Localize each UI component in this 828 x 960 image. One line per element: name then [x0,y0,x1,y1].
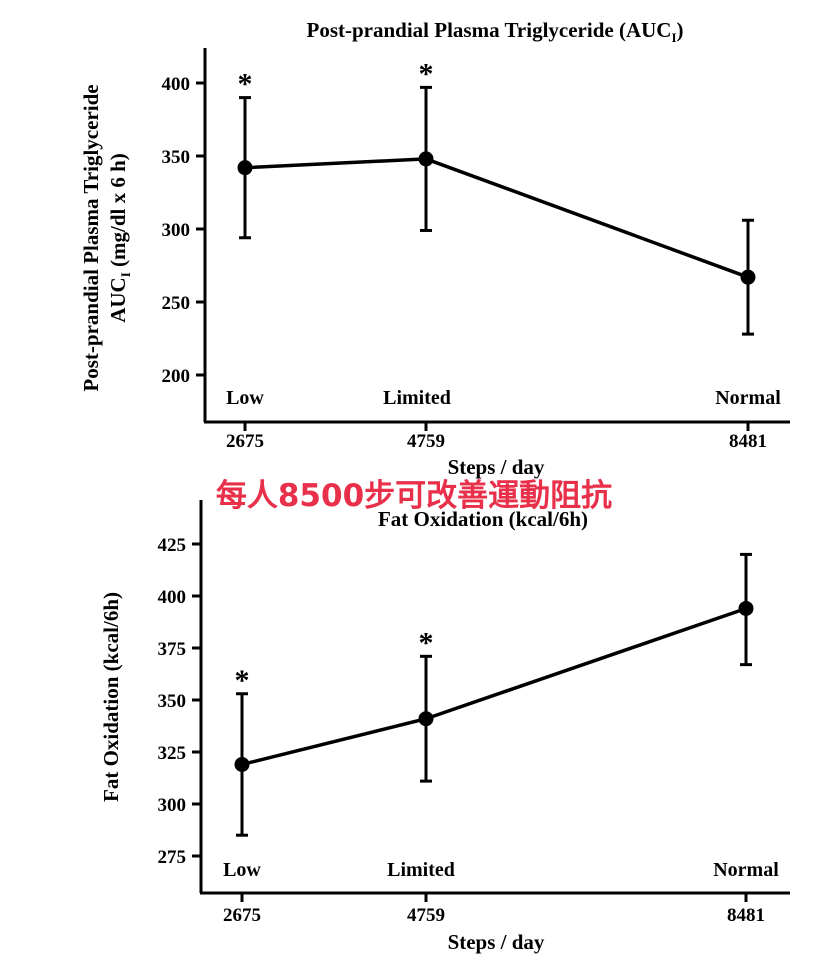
y-tick-label: 400 [158,587,187,608]
y-tick-label: 400 [162,74,191,95]
series-line [241,606,747,767]
x-axis-label: Steps / day [448,930,545,954]
data-point [237,160,253,176]
significance-marker: * [238,68,253,101]
significance-marker: * [419,626,434,659]
y-tick-label: 425 [158,535,187,556]
y-axis-label-line-2: AUCI (mg/dl x 6 h) [106,153,133,323]
x-tick-label: 8481 [729,431,767,452]
data-point [234,756,250,772]
x-tick-label: 8481 [727,905,765,926]
overlay-caption: 每人8500步可改善運動阻抗 [215,478,613,514]
category-label: Low [223,859,261,881]
y-tick-label: 350 [158,691,187,712]
x-tick-label: 2675 [223,905,261,926]
x-tick-label: 4759 [407,431,445,452]
fat-oxidation-chart: Fat Oxidation (kcal/6h) 275 300 325 350 375 4… [99,500,790,954]
y-axis-label: Fat Oxidation (kcal/6h) [99,592,123,802]
y-tick-label: 300 [158,795,187,816]
y-tick-label: 350 [162,147,191,168]
y-axis-label-line-1: Post-prandial Plasma Triglyceride [79,84,103,391]
y-tick-label: 200 [162,366,191,387]
x-tick-label: 2675 [226,431,264,452]
triglyceride-chart: Post-prandial Plasma Triglyceride (AUCI)… [79,18,790,479]
y-tick-label: 250 [162,293,191,314]
data-point [738,600,754,616]
category-label: Normal [713,859,779,881]
chart-title: Fat Oxidation (kcal/6h) [378,507,588,531]
series-line [244,157,749,279]
significance-marker: * [235,664,250,697]
category-label: Normal [715,387,781,409]
chart-title: Post-prandial Plasma Triglyceride (AUCI) [307,18,684,45]
y-tick-label: 375 [158,639,187,660]
data-point [418,711,434,727]
data-point [418,151,434,167]
category-label: Limited [383,387,451,409]
significance-marker: * [419,57,434,90]
category-label: Low [226,387,264,409]
y-tick-label: 275 [158,847,187,868]
data-point [740,269,756,285]
x-tick-label: 4759 [407,905,445,926]
x-axis-label: Steps / day [448,455,545,479]
category-label: Limited [387,859,455,881]
y-tick-label: 325 [158,743,187,764]
y-tick-label: 300 [162,220,191,241]
